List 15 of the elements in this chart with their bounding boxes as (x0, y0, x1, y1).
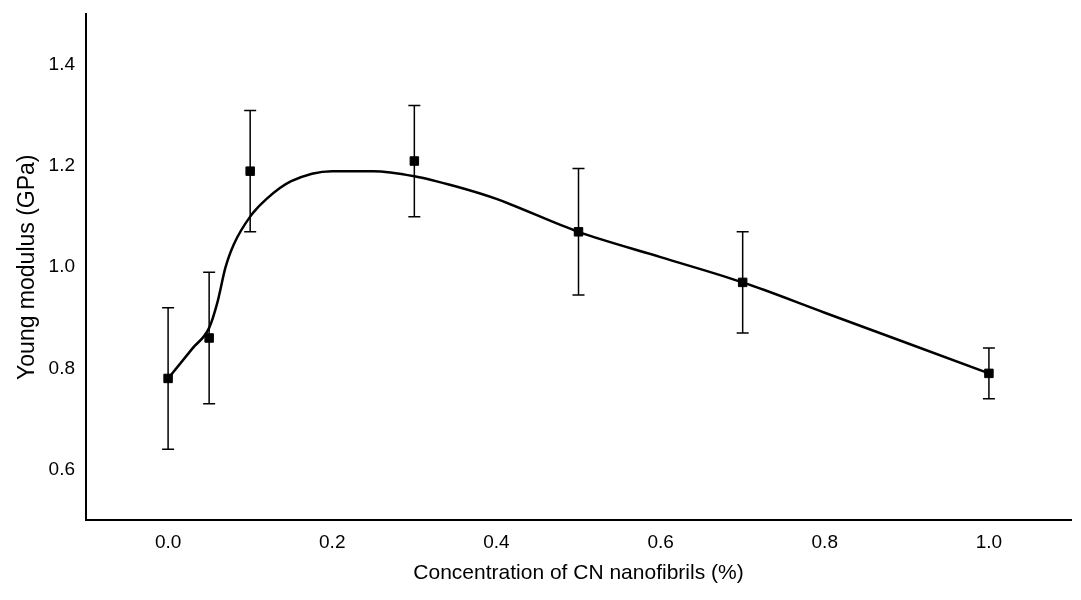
x-tick-label: 0.6 (647, 530, 674, 552)
point (409, 156, 420, 166)
x-tick-label: 1.0 (975, 530, 1003, 552)
x-axis-title: Concentration of CN nanofibrils (%) (413, 560, 744, 584)
y-tick-label: 1.4 (48, 53, 76, 75)
x-tick-label: 0.0 (154, 530, 182, 552)
x-tick-label: 0.4 (483, 530, 511, 552)
x-tick-label: 0.2 (319, 530, 346, 552)
y-tick-label: 1.2 (48, 154, 76, 176)
y-axis-title: Young modulus (GPa) (13, 154, 40, 380)
x-tick-label: 0.8 (811, 530, 838, 552)
y-tick-label: 1.0 (48, 255, 76, 277)
y-tick-label: 0.8 (48, 356, 76, 378)
y-tick-label: 0.6 (48, 457, 76, 479)
point (245, 166, 255, 176)
